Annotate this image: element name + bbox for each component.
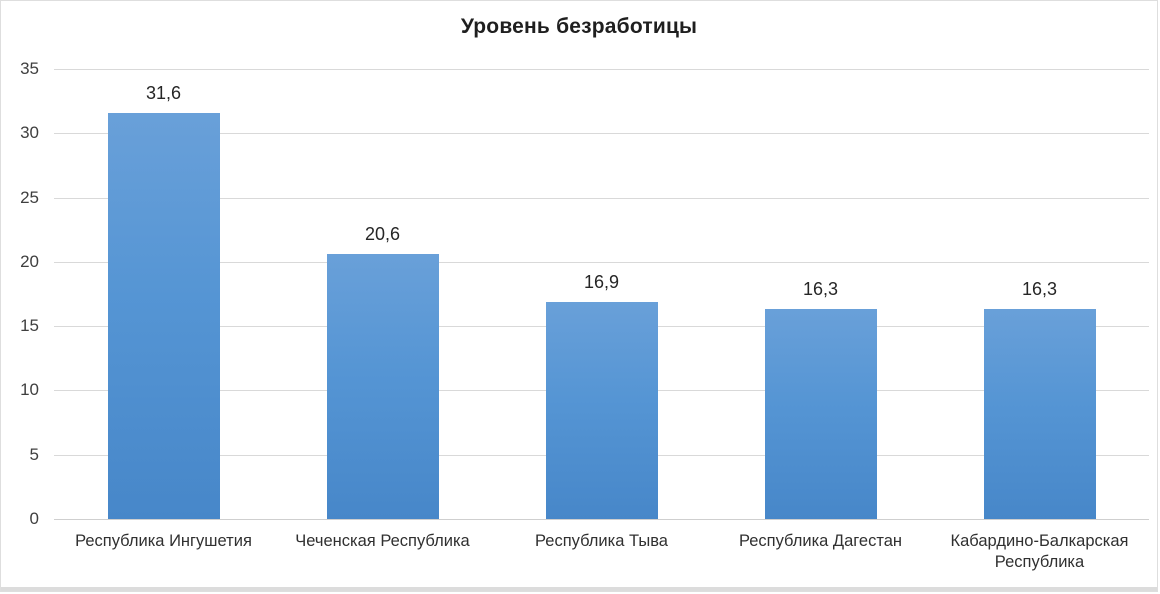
x-category-label: Чеченская Республика [295,532,470,550]
y-axis-tick-label: 35 [20,59,39,78]
bar-value-label: 16,3 [802,279,839,300]
chart-title: Уровень безработицы [460,15,698,38]
x-category-label: Кабардино-Балкарская Республика [950,532,1129,571]
y-axis-tick-label: 25 [20,187,39,207]
y-axis-tick-label: 10 [20,380,39,400]
bar [764,309,877,519]
y-axis-tick-label: 0 [29,509,39,528]
y-axis-tick-label: 15 [20,316,39,336]
y-axis-tick-label: 5 [29,444,39,464]
bar-value-label: 31,6 [145,82,182,103]
plot-area: 0 5 10 15 20 25 30 35 31,6 Республика Ингушетия 20… [20,59,1149,571]
bar [983,309,1096,519]
bar-value-label: 20,6 [364,224,401,245]
bar [326,254,439,519]
y-axis-tick-label: 30 [20,123,39,143]
y-axis-tick-label: 20 [20,251,39,271]
gridline [54,261,1149,263]
x-category-label: Республика Дагестан [738,532,903,550]
bar [107,112,220,519]
bottom-border-strip [1,587,1157,591]
x-category-label: Республика Ингушетия [75,532,252,550]
gridline [54,197,1149,199]
bar-value-label: 16,9 [583,271,620,292]
x-category-label: Республика Тыва [535,532,668,550]
bar [545,301,658,519]
bar-value-label: 16,3 [1021,279,1058,300]
gridline [54,519,1149,520]
gridline [54,69,1149,70]
gridline [54,133,1149,135]
